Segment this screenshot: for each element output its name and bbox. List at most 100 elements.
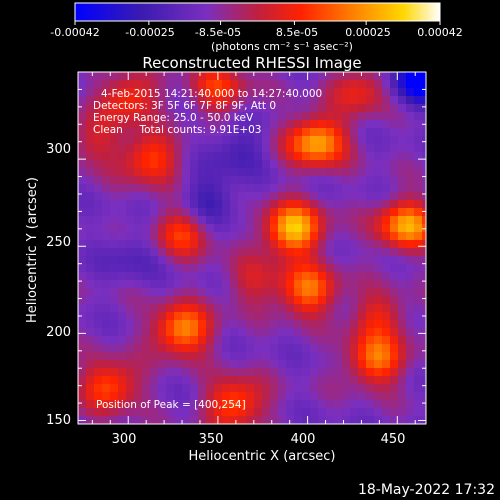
heatmap-cell: [326, 320, 335, 329]
heatmap-cell: [278, 384, 287, 393]
heatmap-cell: [214, 240, 223, 249]
heatmap-cell: [110, 136, 119, 145]
heatmap-cell: [222, 344, 231, 353]
heatmap-cell: [246, 112, 255, 121]
heatmap-cell: [214, 136, 223, 145]
heatmap-cell: [238, 232, 247, 241]
heatmap-cell: [110, 344, 119, 353]
heatmap-cell: [214, 296, 223, 305]
heatmap-cell: [222, 208, 231, 217]
heatmap-cell: [374, 88, 383, 97]
heatmap-cell: [326, 216, 335, 225]
heatmap-cell: [414, 320, 423, 329]
heatmap-cell: [310, 128, 319, 137]
heatmap: [78, 72, 426, 424]
heatmap-cell: [110, 216, 119, 225]
heatmap-cell: [398, 392, 407, 401]
heatmap-cell: [414, 416, 423, 424]
heatmap-cell: [334, 96, 343, 105]
heatmap-cell: [198, 296, 207, 305]
heatmap-cell: [246, 240, 255, 249]
heatmap-cell: [278, 216, 287, 225]
heatmap-cell: [126, 272, 135, 281]
heatmap-cell: [270, 312, 279, 321]
heatmap-cell: [422, 376, 426, 385]
heatmap-cell: [198, 144, 207, 153]
heatmap-cell: [110, 144, 119, 153]
heatmap-cell: [246, 400, 255, 409]
heatmap-cell: [190, 192, 199, 201]
heatmap-cell: [270, 264, 279, 273]
heatmap-cell: [326, 368, 335, 377]
heatmap-cell: [414, 112, 423, 121]
heatmap-cell: [382, 392, 391, 401]
heatmap-cell: [350, 224, 359, 233]
heatmap-cell: [350, 88, 359, 97]
heatmap-cell: [94, 168, 103, 177]
heatmap-cell: [86, 280, 95, 289]
heatmap-cell: [278, 392, 287, 401]
heatmap-cell: [262, 352, 271, 361]
heatmap-cell: [222, 280, 231, 289]
heatmap-cell: [262, 384, 271, 393]
heatmap-cell: [174, 248, 183, 257]
heatmap-cell: [326, 248, 335, 257]
heatmap-cell: [334, 232, 343, 241]
heatmap-cell: [134, 360, 143, 369]
heatmap-cell: [206, 96, 215, 105]
heatmap-cell: [94, 264, 103, 273]
heatmap-cell: [334, 264, 343, 273]
heatmap-cell: [366, 88, 375, 97]
heatmap-cell: [406, 256, 415, 265]
heatmap-cell: [134, 336, 143, 345]
heatmap-cell: [414, 352, 423, 361]
heatmap-cell: [422, 208, 426, 217]
heatmap-cell: [198, 72, 207, 81]
heatmap-cell: [398, 328, 407, 337]
heatmap-cell: [150, 168, 159, 177]
heatmap-cell: [406, 368, 415, 377]
heatmap-cell: [422, 296, 426, 305]
heatmap-cell: [110, 352, 119, 361]
heatmap-cell: [406, 392, 415, 401]
heatmap-cell: [86, 200, 95, 209]
heatmap-cell: [254, 200, 263, 209]
heatmap-cell: [102, 272, 111, 281]
heatmap-cell: [102, 208, 111, 217]
heatmap-cell: [350, 248, 359, 257]
heatmap-cell: [150, 264, 159, 273]
heatmap-cell: [358, 152, 367, 161]
heatmap-cell: [374, 304, 383, 313]
heatmap-cell: [118, 80, 127, 89]
heatmap-cell: [422, 368, 426, 377]
heatmap-cell: [230, 296, 239, 305]
heatmap-cell: [294, 216, 303, 225]
heatmap-cell: [342, 248, 351, 257]
heatmap-cell: [166, 384, 175, 393]
heatmap-cell: [118, 256, 127, 265]
heatmap-cell: [382, 104, 391, 113]
heatmap-cell: [214, 200, 223, 209]
heatmap-cell: [334, 192, 343, 201]
heatmap-cell: [358, 288, 367, 297]
heatmap-cell: [246, 128, 255, 137]
heatmap-cell: [142, 112, 151, 121]
heatmap-cell: [318, 352, 327, 361]
heatmap-cell: [118, 288, 127, 297]
heatmap-cell: [86, 336, 95, 345]
heatmap-cell: [358, 112, 367, 121]
heatmap-cell: [126, 80, 135, 89]
heatmap-cell: [414, 232, 423, 241]
heatmap-cell: [414, 384, 423, 393]
heatmap-cell: [78, 368, 87, 377]
heatmap-cell: [270, 152, 279, 161]
heatmap-cell: [246, 152, 255, 161]
heatmap-cell: [390, 392, 399, 401]
heatmap-cell: [334, 200, 343, 209]
heatmap-cell: [398, 200, 407, 209]
heatmap-cell: [126, 120, 135, 129]
heatmap-cell: [358, 200, 367, 209]
heatmap-cell: [294, 192, 303, 201]
heatmap-cell: [110, 336, 119, 345]
heatmap-cell: [230, 344, 239, 353]
